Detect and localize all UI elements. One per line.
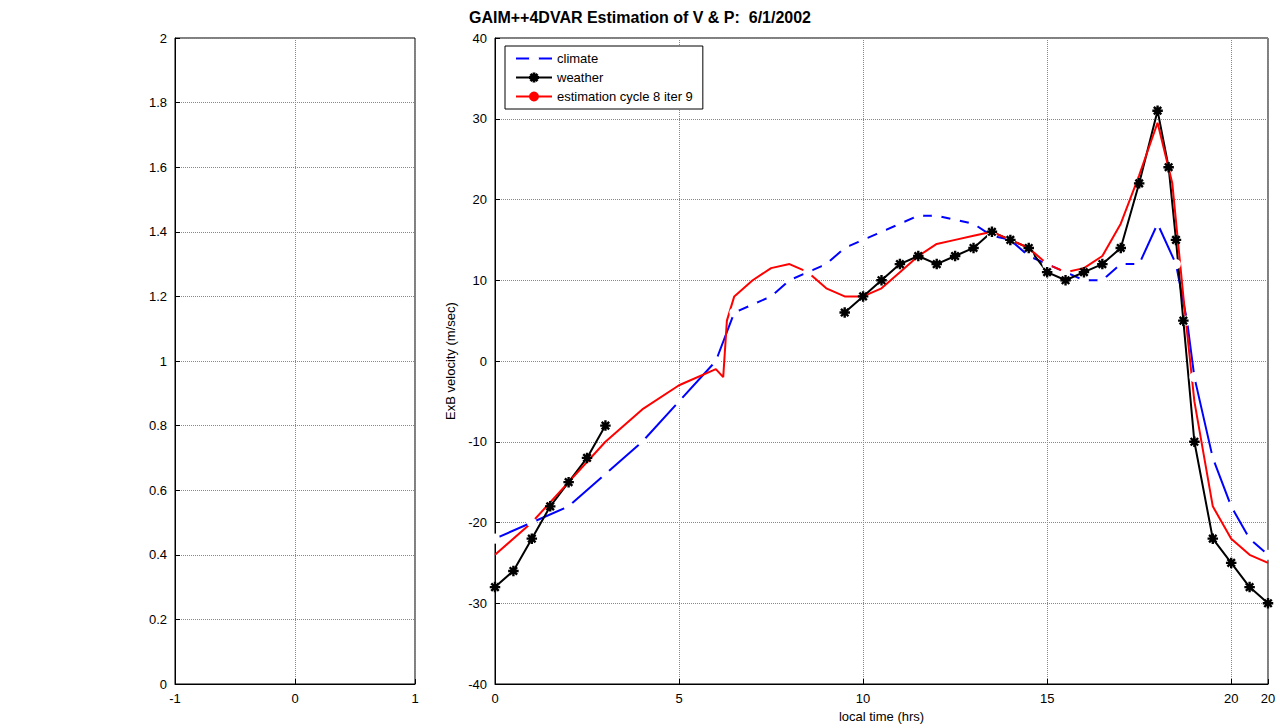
svg-text:0.4: 0.4: [149, 547, 167, 562]
svg-text:1.4: 1.4: [149, 224, 167, 239]
svg-text:climate: climate: [557, 51, 598, 66]
svg-text:15: 15: [1040, 691, 1054, 706]
svg-text:1.6: 1.6: [149, 160, 167, 175]
svg-text:0: 0: [291, 691, 298, 706]
svg-text:1.8: 1.8: [149, 95, 167, 110]
svg-text:20: 20: [473, 192, 487, 207]
svg-text:estimation cycle 8 iter 9: estimation cycle 8 iter 9: [557, 89, 693, 104]
svg-text:0: 0: [491, 691, 498, 706]
svg-text:GAIM++4DVAR Estimation of V &: GAIM++4DVAR Estimation of V & P: 6/1/200…: [469, 9, 811, 26]
svg-text:0: 0: [160, 677, 167, 692]
svg-text:0: 0: [480, 354, 487, 369]
svg-text:10: 10: [473, 273, 487, 288]
svg-text:40: 40: [473, 31, 487, 46]
svg-text:1.2: 1.2: [149, 289, 167, 304]
svg-text:10: 10: [856, 691, 870, 706]
svg-text:-1: -1: [169, 691, 181, 706]
svg-text:-40: -40: [468, 677, 487, 692]
svg-text:local time (hrs): local time (hrs): [839, 709, 924, 724]
svg-text:-10: -10: [468, 434, 487, 449]
svg-text:-30: -30: [468, 596, 487, 611]
svg-text:0.2: 0.2: [149, 612, 167, 627]
svg-text:2: 2: [160, 31, 167, 46]
svg-text:0.8: 0.8: [149, 418, 167, 433]
svg-text:1: 1: [411, 691, 418, 706]
svg-text:weather: weather: [556, 70, 604, 85]
svg-text:-20: -20: [468, 515, 487, 530]
svg-text:20: 20: [1224, 691, 1238, 706]
svg-text:ExB velocity (m/sec): ExB velocity (m/sec): [443, 302, 458, 420]
svg-text:30: 30: [473, 111, 487, 126]
svg-text:5: 5: [675, 691, 682, 706]
svg-text:0.6: 0.6: [149, 483, 167, 498]
svg-text:20: 20: [1261, 691, 1275, 706]
svg-text:1: 1: [160, 354, 167, 369]
